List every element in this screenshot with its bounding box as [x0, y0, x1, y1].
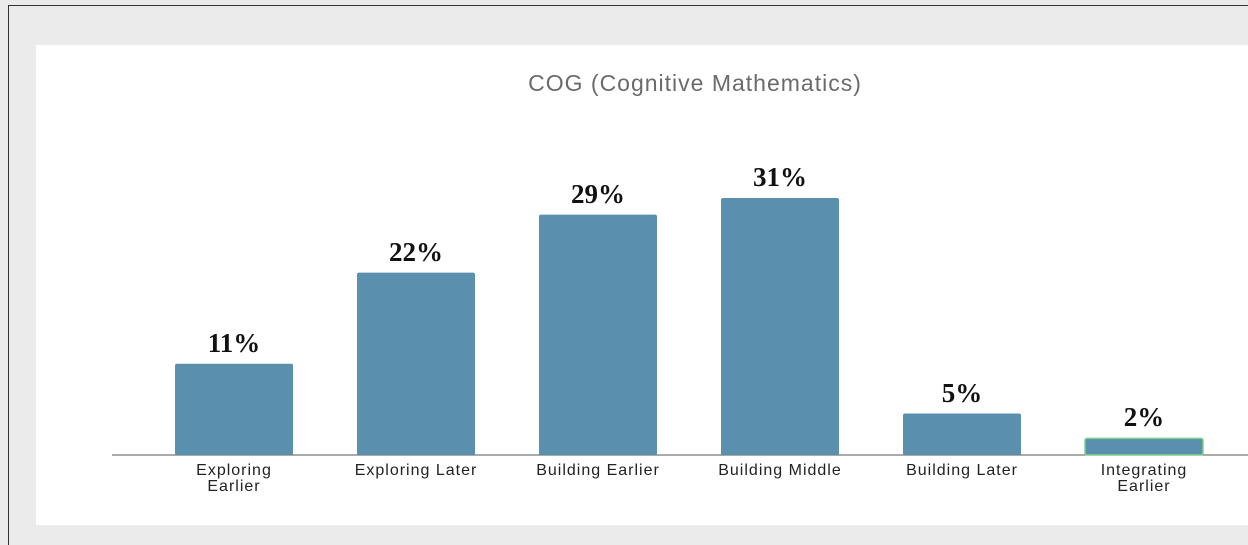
data-label: 31%: [753, 162, 807, 192]
bar: [903, 413, 1021, 455]
bar: [539, 214, 657, 455]
bar: [721, 198, 839, 455]
x-tick-label: Integrating Earlier: [1100, 462, 1188, 495]
chart-title: COG (Cognitive Mathematics): [528, 70, 862, 96]
bar: [175, 363, 293, 455]
bar: [1084, 437, 1204, 456]
x-tick-label: Building Middle: [718, 462, 842, 479]
data-label: 2%: [1123, 402, 1165, 433]
data-label: 5%: [941, 377, 983, 408]
x-tick-label: Building Earlier: [536, 462, 660, 479]
frame: [8, 5, 1248, 545]
x-tick-label: Building Later: [906, 462, 1018, 479]
bar: [357, 272, 475, 455]
data-label: 29%: [571, 178, 625, 209]
x-tick-label: Exploring Later: [354, 462, 478, 479]
data-label: 22%: [389, 236, 443, 267]
x-tick-label: Exploring Earlier: [196, 462, 272, 495]
data-label: 11%: [207, 327, 261, 358]
